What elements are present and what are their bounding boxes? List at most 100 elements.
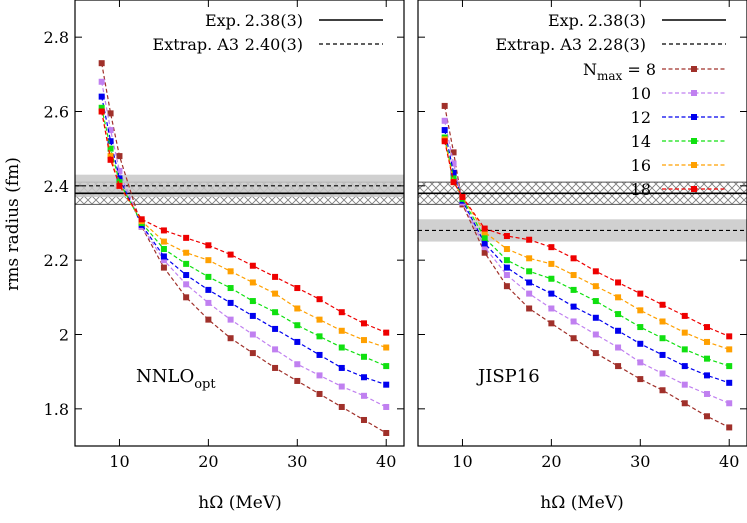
data-point-nmax-16 bbox=[659, 318, 666, 325]
data-point-nmax-8 bbox=[294, 377, 301, 384]
legend-ref-value: 2.38(3) bbox=[245, 11, 303, 30]
legend-ref-value: 2.28(3) bbox=[588, 35, 646, 54]
legend-ref-label: Exp. bbox=[548, 11, 584, 30]
data-point-nmax-10 bbox=[441, 117, 448, 124]
x-axis-label: hΩ (MeV) bbox=[198, 493, 281, 513]
data-point-nmax-16 bbox=[360, 337, 367, 344]
legend-series-marker bbox=[691, 138, 697, 144]
data-point-nmax-10 bbox=[316, 372, 323, 379]
data-point-nmax-18 bbox=[316, 296, 323, 303]
data-point-nmax-12 bbox=[441, 127, 448, 134]
y-tick-label: 2 bbox=[59, 326, 69, 345]
panel-jisp16: 10 20 30 40 Exp. 2.38(3) Extrap. A3 2.28(3) Nma… bbox=[417, 0, 747, 513]
legend-ref-value: 2.40(3) bbox=[245, 35, 303, 54]
data-point-nmax-18 bbox=[681, 312, 688, 319]
data-point-nmax-14 bbox=[526, 268, 533, 275]
data-point-nmax-18 bbox=[459, 193, 466, 200]
data-point-nmax-12 bbox=[659, 351, 666, 358]
data-point-nmax-16 bbox=[703, 338, 710, 345]
data-point-nmax-16 bbox=[383, 344, 390, 351]
data-point-nmax-18 bbox=[481, 225, 488, 232]
legend-ref-label: Exp. bbox=[205, 11, 241, 30]
data-point-nmax-18 bbox=[726, 333, 733, 340]
data-point-nmax-18 bbox=[116, 182, 123, 189]
data-point-nmax-18 bbox=[526, 236, 533, 243]
data-point-nmax-18 bbox=[592, 268, 599, 275]
data-point-nmax-16 bbox=[481, 229, 488, 236]
data-point-nmax-16 bbox=[272, 290, 279, 297]
x-axis-label: hΩ (MeV) bbox=[540, 493, 623, 513]
data-point-nmax-14 bbox=[615, 311, 622, 318]
data-point-nmax-10 bbox=[294, 361, 301, 368]
data-point-nmax-12 bbox=[160, 253, 167, 260]
data-point-nmax-16 bbox=[107, 153, 114, 160]
data-point-nmax-16 bbox=[316, 316, 323, 323]
data-point-nmax-14 bbox=[570, 286, 577, 293]
series-line-nmax-10 bbox=[101, 81, 387, 408]
data-point-nmax-18 bbox=[249, 262, 256, 269]
data-point-nmax-18 bbox=[450, 179, 457, 186]
panel-label: JISP16 bbox=[476, 366, 540, 387]
data-point-nmax-16 bbox=[681, 329, 688, 336]
data-point-nmax-10 bbox=[205, 299, 212, 306]
data-point-nmax-14 bbox=[360, 353, 367, 360]
x-tick-label: 30 bbox=[287, 452, 307, 471]
legend-series-marker bbox=[691, 90, 697, 96]
x-tick-label: 10 bbox=[452, 452, 472, 471]
data-point-nmax-14 bbox=[183, 260, 190, 267]
data-point-nmax-16 bbox=[592, 283, 599, 290]
data-point-nmax-14 bbox=[726, 363, 733, 370]
plot-frame bbox=[74, 0, 405, 447]
series-group bbox=[98, 60, 390, 436]
data-point-nmax-12 bbox=[615, 327, 622, 334]
data-point-nmax-16 bbox=[294, 305, 301, 312]
data-point-nmax-18 bbox=[360, 320, 367, 327]
data-point-nmax-8 bbox=[548, 320, 555, 327]
data-point-nmax-12 bbox=[183, 272, 190, 279]
data-point-nmax-10 bbox=[548, 305, 555, 312]
data-point-nmax-8 bbox=[526, 305, 533, 312]
legend-series-marker bbox=[691, 66, 697, 72]
data-point-nmax-14 bbox=[107, 145, 114, 152]
data-point-nmax-12 bbox=[249, 312, 256, 319]
legend-series-marker bbox=[691, 114, 697, 120]
data-point-nmax-14 bbox=[481, 234, 488, 241]
data-point-nmax-8 bbox=[637, 376, 644, 383]
data-point-nmax-8 bbox=[659, 387, 666, 394]
data-point-nmax-12 bbox=[227, 299, 234, 306]
data-point-nmax-12 bbox=[316, 351, 323, 358]
legend-series-label: 18 bbox=[631, 180, 651, 199]
data-point-nmax-12 bbox=[570, 303, 577, 310]
data-point-nmax-8 bbox=[703, 413, 710, 420]
data-point-nmax-16 bbox=[205, 257, 212, 264]
data-point-nmax-14 bbox=[249, 298, 256, 305]
data-point-nmax-18 bbox=[383, 329, 390, 336]
data-point-nmax-10 bbox=[338, 383, 345, 390]
data-point-nmax-14 bbox=[659, 335, 666, 342]
data-point-nmax-14 bbox=[383, 363, 390, 370]
series-line-nmax-8 bbox=[444, 105, 730, 428]
data-point-nmax-16 bbox=[183, 249, 190, 256]
data-point-nmax-10 bbox=[360, 392, 367, 399]
data-point-nmax-10 bbox=[726, 400, 733, 407]
data-point-nmax-8 bbox=[272, 364, 279, 371]
data-point-nmax-12 bbox=[360, 374, 367, 381]
data-point-nmax-14 bbox=[703, 355, 710, 362]
data-point-nmax-14 bbox=[98, 104, 105, 111]
data-point-nmax-18 bbox=[615, 279, 622, 286]
data-point-nmax-16 bbox=[637, 307, 644, 314]
series-line-nmax-12 bbox=[101, 96, 387, 386]
data-point-nmax-18 bbox=[107, 156, 114, 163]
data-point-nmax-10 bbox=[183, 281, 190, 288]
data-point-nmax-16 bbox=[249, 279, 256, 286]
legend-ref-label: Extrap. A3 bbox=[496, 35, 582, 54]
data-point-nmax-14 bbox=[450, 175, 457, 182]
data-point-nmax-8 bbox=[98, 60, 105, 67]
legend-ref-label: Extrap. A3 bbox=[153, 35, 239, 54]
data-point-nmax-10 bbox=[383, 403, 390, 410]
y-axis-label: rms radius (fm) bbox=[3, 157, 23, 291]
data-point-nmax-12 bbox=[526, 279, 533, 286]
data-point-nmax-8 bbox=[481, 249, 488, 256]
data-point-nmax-8 bbox=[592, 350, 599, 357]
